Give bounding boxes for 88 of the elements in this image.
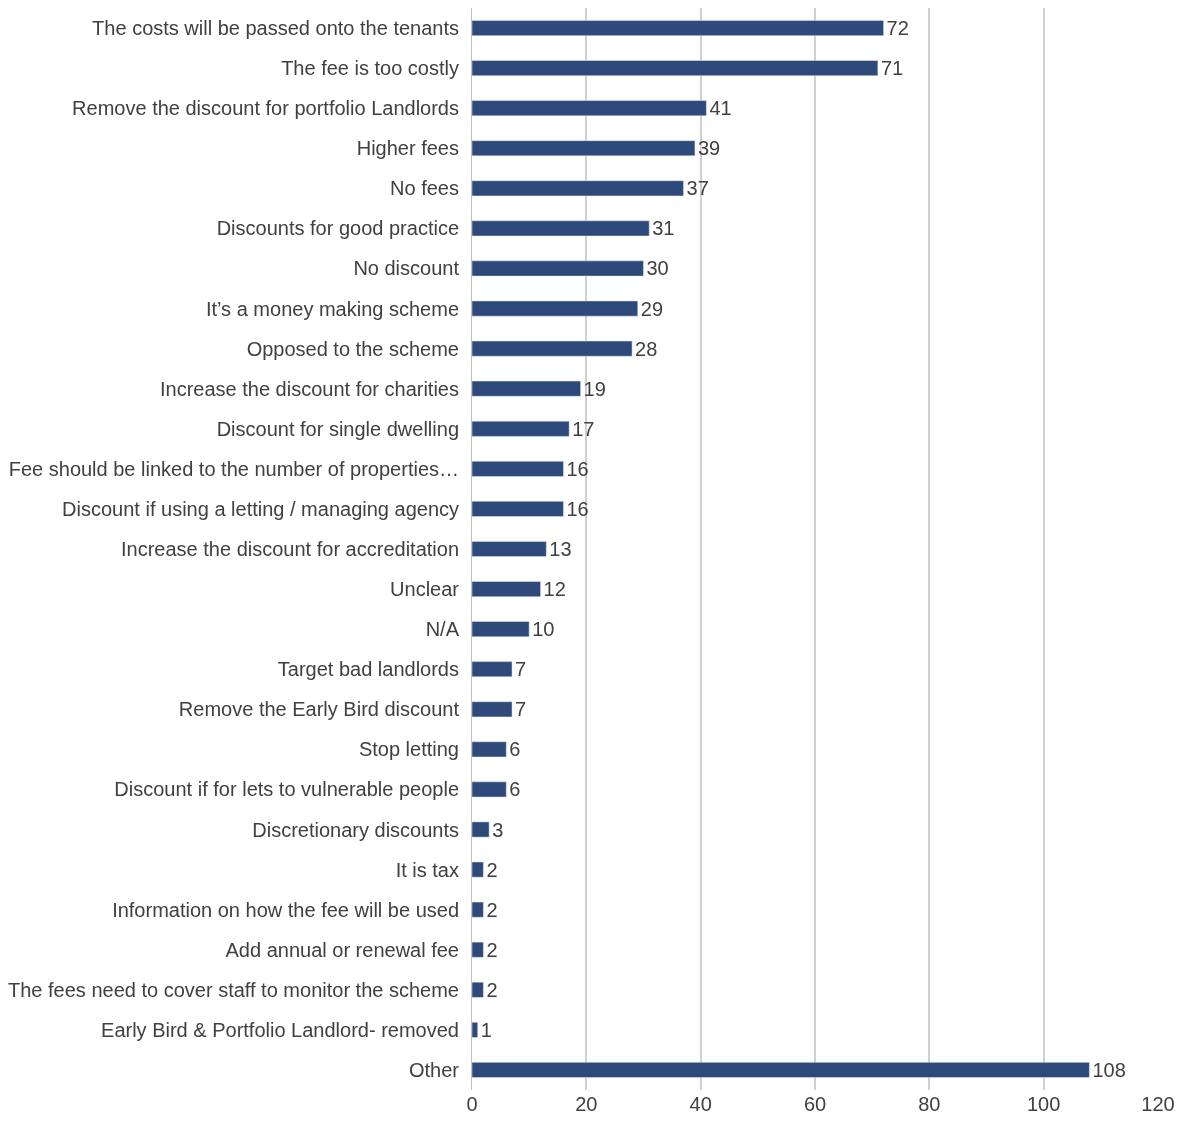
x-tick-label: 100 bbox=[1026, 1093, 1061, 1115]
y-tick-label: No discount bbox=[353, 257, 460, 280]
data-label: 17 bbox=[572, 417, 595, 440]
y-tick-label: The costs will be passed onto the tenants bbox=[92, 17, 459, 40]
data-label: 31 bbox=[652, 217, 675, 240]
y-tick-label: Discounts for good practice bbox=[216, 217, 459, 240]
y-tick-label: Unclear bbox=[390, 578, 460, 601]
x-tick-label: 40 bbox=[689, 1093, 712, 1115]
bar bbox=[472, 1022, 478, 1038]
data-label: 28 bbox=[635, 337, 658, 360]
x-tick-label: 80 bbox=[918, 1093, 941, 1115]
data-label: 13 bbox=[549, 538, 572, 560]
data-label: 6 bbox=[509, 738, 521, 761]
bar bbox=[472, 60, 879, 76]
bar bbox=[472, 901, 484, 918]
data-label: 7 bbox=[515, 698, 527, 721]
data-label: 19 bbox=[583, 377, 606, 400]
y-tick-label: Increase the discount for charities bbox=[159, 377, 459, 400]
bar bbox=[472, 340, 633, 357]
bar bbox=[472, 981, 484, 998]
y-tick-label: Stop letting bbox=[358, 738, 459, 761]
x-tick-label: 60 bbox=[803, 1093, 827, 1115]
data-label: 41 bbox=[709, 97, 732, 120]
data-label: 39 bbox=[697, 137, 721, 160]
y-tick-label: Fee should be linked to the number of properties… bbox=[8, 457, 459, 480]
y-tick-label: It is tax bbox=[395, 858, 459, 881]
y-tick-label: Discount if using a letting / managing agency bbox=[62, 497, 459, 520]
data-label: 12 bbox=[543, 578, 566, 601]
bar bbox=[472, 781, 507, 798]
bar bbox=[472, 20, 884, 36]
data-label: 1 bbox=[480, 1018, 492, 1041]
data-label: 71 bbox=[880, 57, 904, 80]
data-label: 7 bbox=[515, 658, 527, 681]
bar bbox=[472, 180, 684, 197]
y-tick-label: Opposed to the scheme bbox=[246, 337, 459, 360]
bar bbox=[472, 941, 484, 958]
bar bbox=[472, 1062, 1090, 1078]
data-label: 16 bbox=[566, 497, 589, 520]
data-label: 2 bbox=[486, 898, 498, 921]
y-tick-label: Discount if for lets to vulnerable people bbox=[114, 778, 459, 801]
y-tick-label: Add annual or renewal fee bbox=[225, 938, 459, 961]
y-tick-label: Higher fees bbox=[356, 137, 459, 160]
x-tick-label: 0 bbox=[466, 1093, 478, 1115]
bar bbox=[472, 300, 639, 317]
data-label: 2 bbox=[486, 938, 498, 961]
bar bbox=[472, 821, 490, 838]
bar bbox=[472, 380, 581, 397]
data-label: 2 bbox=[486, 858, 498, 881]
bar bbox=[472, 541, 547, 557]
bar bbox=[472, 501, 564, 517]
bar bbox=[472, 460, 564, 477]
y-tick-label: Discount for single dwelling bbox=[216, 417, 459, 440]
y-tick-label: Information on how the fee will be used bbox=[112, 898, 459, 921]
y-tick-label: No fees bbox=[390, 177, 459, 200]
y-tick-label: Target bad landlords bbox=[277, 658, 459, 681]
data-label: 3 bbox=[492, 818, 504, 841]
y-tick-label: The fee is too costly bbox=[281, 57, 459, 80]
bar bbox=[472, 260, 644, 277]
bar bbox=[472, 581, 541, 597]
bar bbox=[472, 420, 570, 437]
data-label: 29 bbox=[640, 297, 664, 320]
bar bbox=[472, 701, 513, 718]
data-label: 16 bbox=[566, 457, 589, 480]
y-tick-label: The fees need to cover staff to monitor the scheme bbox=[8, 978, 459, 1001]
bar bbox=[472, 741, 507, 758]
bar bbox=[472, 220, 650, 237]
data-label: 2 bbox=[486, 978, 498, 1001]
data-label: 6 bbox=[509, 778, 521, 801]
data-label: 37 bbox=[686, 177, 709, 200]
bar bbox=[472, 140, 696, 157]
y-tick-label: It’s a money making scheme bbox=[205, 297, 459, 320]
y-tick-label: Increase the discount for accreditation bbox=[121, 538, 459, 560]
y-tick-label: N/A bbox=[425, 618, 460, 641]
y-tick-label: Remove the Early Bird discount bbox=[178, 698, 460, 721]
y-tick-label: Remove the discount for portfolio Landlords bbox=[72, 97, 459, 120]
y-tick-label: Discretionary discounts bbox=[252, 818, 459, 841]
bar bbox=[472, 661, 513, 678]
y-tick-label: Early Bird & Portfolio Landlord- removed bbox=[101, 1018, 459, 1041]
x-tick-label: 20 bbox=[575, 1093, 598, 1115]
data-label: 30 bbox=[646, 257, 669, 280]
bar bbox=[472, 621, 530, 638]
data-label: 72 bbox=[886, 17, 909, 40]
x-tick-label: 120 bbox=[1141, 1093, 1175, 1115]
data-label: 10 bbox=[532, 618, 555, 641]
data-label: 108 bbox=[1092, 1058, 1126, 1081]
y-tick-label: Other bbox=[408, 1058, 460, 1081]
bar bbox=[472, 100, 707, 117]
bar bbox=[472, 861, 484, 878]
